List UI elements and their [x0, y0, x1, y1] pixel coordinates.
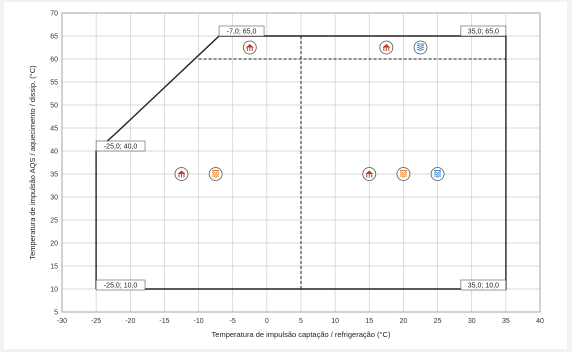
x-tick-label: -10 — [194, 318, 204, 325]
plot-frame — [61, 12, 541, 313]
annotation-text: -7,0; 65,0 — [227, 29, 257, 36]
x-axis-label: Temperatura de impulsão captação / refri… — [212, 330, 391, 339]
x-tick-label: 35 — [502, 318, 510, 325]
annotation-text: 35,0; 65,0 — [468, 29, 499, 36]
x-tick-label: -25 — [91, 318, 101, 325]
x-tick-label: 40 — [536, 318, 544, 325]
y-tick-label: 65 — [50, 34, 58, 41]
y-axis-label: Temperatura de impulsão AQS / aqueciment… — [28, 65, 37, 260]
water-heating-icon — [413, 40, 428, 55]
water-heating-icon — [396, 167, 411, 181]
y-tick-label: 45 — [50, 126, 58, 133]
x-tick-label: 15 — [365, 318, 373, 325]
x-tick-label: 0 — [265, 318, 269, 325]
water-heating-icon — [430, 167, 445, 181]
y-tick-label: 25 — [50, 218, 58, 225]
x-tick-label: -15 — [159, 318, 169, 325]
y-tick-label: 10 — [50, 287, 58, 294]
annotation-text: -25,0; 40,0 — [104, 144, 138, 151]
annotation-text: 35,0; 10,0 — [468, 283, 499, 290]
icon-layer — [174, 40, 445, 181]
point-annotation: 35,0; 10,0 — [460, 279, 507, 291]
y-tick-label: 35 — [50, 172, 58, 179]
y-tick-label: 70 — [50, 11, 58, 18]
y-tick-label: 50 — [50, 103, 58, 110]
annotation-layer: -25,0; 40,0 -7,0; 65,0 35,0; 65,0 -25,0; 10… — [95, 25, 507, 291]
x-tick-label: 30 — [468, 318, 476, 325]
y-tick-label: 20 — [50, 241, 58, 248]
point-annotation: -25,0; 10,0 — [95, 279, 146, 291]
y-tick-label: 5 — [54, 310, 58, 317]
house-heating-icon — [379, 40, 394, 55]
chart-card: -30 -25 -20 -15 -10 -5 0 5 10 15 20 25 30 35 40 5 10 15 20… — [4, 2, 567, 349]
annotation-text: -25,0; 10,0 — [104, 283, 138, 290]
point-annotation: 35,0; 65,0 — [460, 25, 507, 37]
x-tick-label: -5 — [230, 318, 236, 325]
x-tick-label: -30 — [57, 318, 67, 325]
y-tick-label: 60 — [50, 57, 58, 64]
axes: -30 -25 -20 -15 -10 -5 0 5 10 15 20 25 30 35 40 5 10 15 20… — [50, 11, 544, 326]
point-annotation: -25,0; 40,0 — [95, 140, 146, 152]
x-tick-label: -20 — [125, 318, 135, 325]
house-heating-icon — [242, 40, 257, 55]
y-tick-label: 15 — [50, 264, 58, 271]
operating-envelope-chart: -30 -25 -20 -15 -10 -5 0 5 10 15 20 25 30 35 40 5 10 15 20… — [28, 11, 544, 340]
house-heating-icon — [174, 167, 189, 181]
x-tick-label: 10 — [331, 318, 339, 325]
x-tick-label: 20 — [400, 318, 408, 325]
house-heating-icon — [362, 167, 377, 181]
water-heating-icon — [208, 167, 223, 181]
y-tick-label: 30 — [50, 195, 58, 202]
x-tick-label: 25 — [434, 318, 442, 325]
point-annotation: -7,0; 65,0 — [218, 25, 265, 37]
y-tick-label: 55 — [50, 80, 58, 87]
y-tick-label: 40 — [50, 149, 58, 156]
x-tick-label: 5 — [299, 318, 303, 325]
